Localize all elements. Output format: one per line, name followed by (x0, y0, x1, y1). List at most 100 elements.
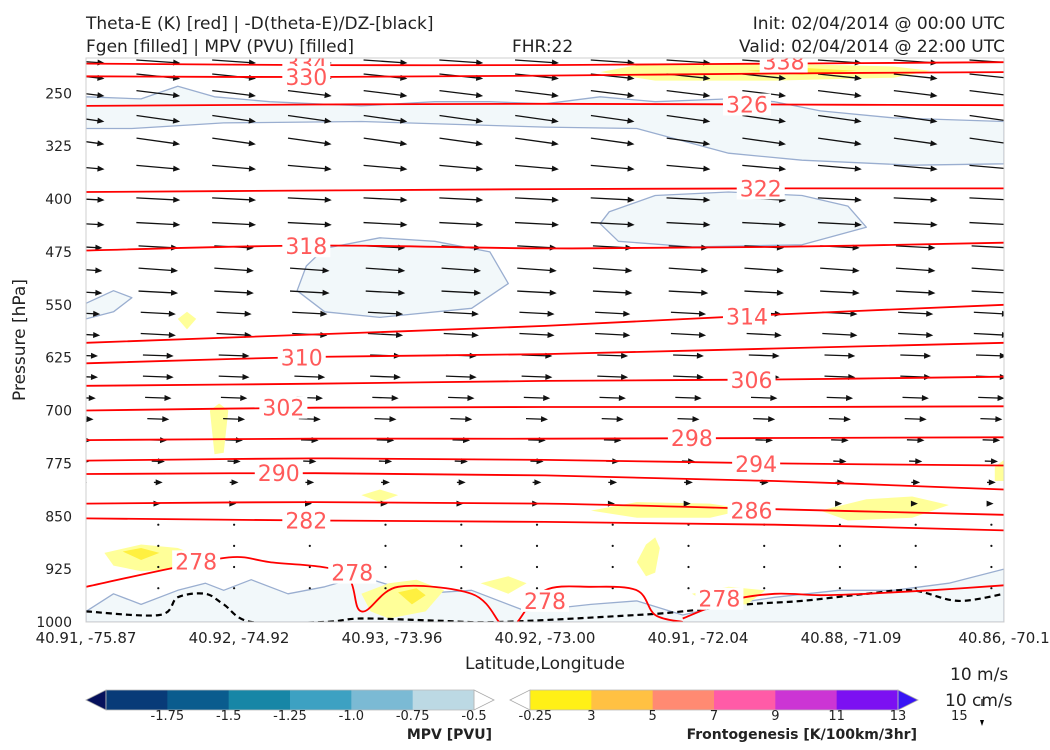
wind-vector-shaft (86, 332, 97, 336)
wind-vector (157, 587, 160, 590)
wind-vector-head (471, 331, 479, 338)
wind-vector-shaft (142, 354, 170, 357)
wind-vector-head (618, 395, 626, 402)
wind-vector (441, 289, 482, 296)
wind-vector-shaft (668, 267, 705, 272)
wind-vector (287, 221, 332, 228)
wind-vector-head (476, 221, 484, 228)
wind-vector (817, 164, 862, 172)
wind-vector-dot (233, 565, 236, 569)
wind-vector-head (400, 165, 408, 172)
wind-vector-head (315, 395, 323, 402)
wind-vector-shaft (893, 137, 934, 145)
wind-vector (439, 196, 484, 203)
wind-vector-shaft (515, 114, 555, 122)
wind-vector-shaft (820, 267, 856, 272)
wind-vector (380, 500, 388, 507)
wind-vector (384, 544, 387, 547)
wind-vector-shaft (367, 311, 400, 315)
wind-vector-head (839, 458, 847, 465)
theta-e-contour-286 (86, 501, 1004, 516)
wind-vector-shaft (136, 59, 177, 64)
wind-vector-head (475, 92, 484, 99)
wind-vector (597, 352, 629, 359)
wind-vector-head (391, 395, 399, 402)
wind-vector (904, 416, 927, 423)
y-tick-label: 775 (45, 456, 72, 472)
wind-vector (223, 416, 246, 423)
wind-vector (86, 310, 101, 317)
mpv-colorbar-tick-label: -0.5 (461, 709, 487, 724)
wind-vector (439, 137, 484, 147)
wind-vector-head (698, 331, 707, 338)
wind-vector-head (400, 59, 408, 66)
wind-vector (990, 523, 993, 526)
wind-vector (742, 137, 786, 147)
wind-vector-shaft (86, 245, 99, 249)
wind-vector-dot (838, 565, 841, 569)
wind-vector-shaft (826, 396, 850, 399)
wind-vector-shaft (86, 114, 101, 122)
wind-vector-head (97, 165, 105, 172)
theta-e-contour-310 (86, 341, 1004, 365)
wind-vector-shaft (140, 332, 172, 336)
wind-vector (441, 267, 482, 274)
wind-vector (303, 458, 317, 465)
wind-vector-head (248, 92, 256, 99)
wind-vector-shaft (363, 221, 404, 226)
wind-vector-head (627, 196, 635, 203)
wind-vector (820, 267, 860, 274)
wind-vector-head (616, 416, 624, 423)
wind-vector (305, 479, 315, 486)
fgen-colorbar-tick-label: 9 (771, 709, 780, 724)
wind-vector-head (93, 331, 101, 338)
wind-vector-head (309, 458, 317, 465)
wind-vector (590, 221, 635, 228)
wind-vector-head (930, 221, 938, 228)
wind-vector (746, 331, 782, 338)
wind-vector-shaft (746, 332, 778, 336)
wind-vector-head (910, 500, 918, 507)
fgen-region-8 (122, 548, 160, 560)
wind-vector-head (97, 117, 105, 124)
wind-vector-shaft (287, 137, 328, 145)
wind-vector-shaft (969, 221, 1004, 226)
wind-vector (902, 395, 929, 402)
wind-vector (818, 114, 862, 124)
mpv-colorbar-tick-label: -0.25 (518, 709, 553, 724)
wind-vector (980, 416, 1003, 423)
wind-vector-head (778, 92, 787, 99)
wind-vector (893, 73, 938, 81)
wind-vector-shaft (287, 89, 328, 97)
wind-vector-head (248, 196, 257, 203)
wind-vector-head (990, 458, 998, 465)
wind-vector (229, 500, 237, 507)
wind-vector-head (469, 373, 477, 380)
wind-vector-shaft (363, 89, 404, 97)
y-tick-label: 925 (45, 562, 72, 578)
wind-vector-head (625, 267, 633, 274)
wind-vector-shaft (136, 164, 177, 170)
wind-vector (212, 164, 257, 172)
wind-vector (86, 137, 105, 147)
wind-vector-head (778, 117, 786, 124)
chart-title-line2: Fgen [filled] | MPV (PVU) [filled] (86, 37, 355, 57)
wind-vector (363, 137, 408, 147)
wind-vector (82, 524, 84, 526)
wind-vector-head (380, 500, 388, 507)
wind-vector (514, 221, 559, 228)
wind-vector-head (95, 289, 103, 296)
wind-vector-head (620, 352, 629, 359)
wind-vector (838, 587, 841, 590)
theta-e-contour-318 (86, 241, 1004, 252)
wind-vector-head (995, 416, 1003, 423)
wind-vector (535, 523, 539, 526)
wind-vector (370, 373, 401, 380)
wind-vector-head (623, 310, 631, 317)
wind-vector-head (471, 310, 479, 317)
wind-vector-head (850, 331, 858, 338)
wind-vector (218, 352, 250, 359)
wind-vector (525, 416, 548, 423)
wind-vector-shaft (363, 114, 404, 122)
